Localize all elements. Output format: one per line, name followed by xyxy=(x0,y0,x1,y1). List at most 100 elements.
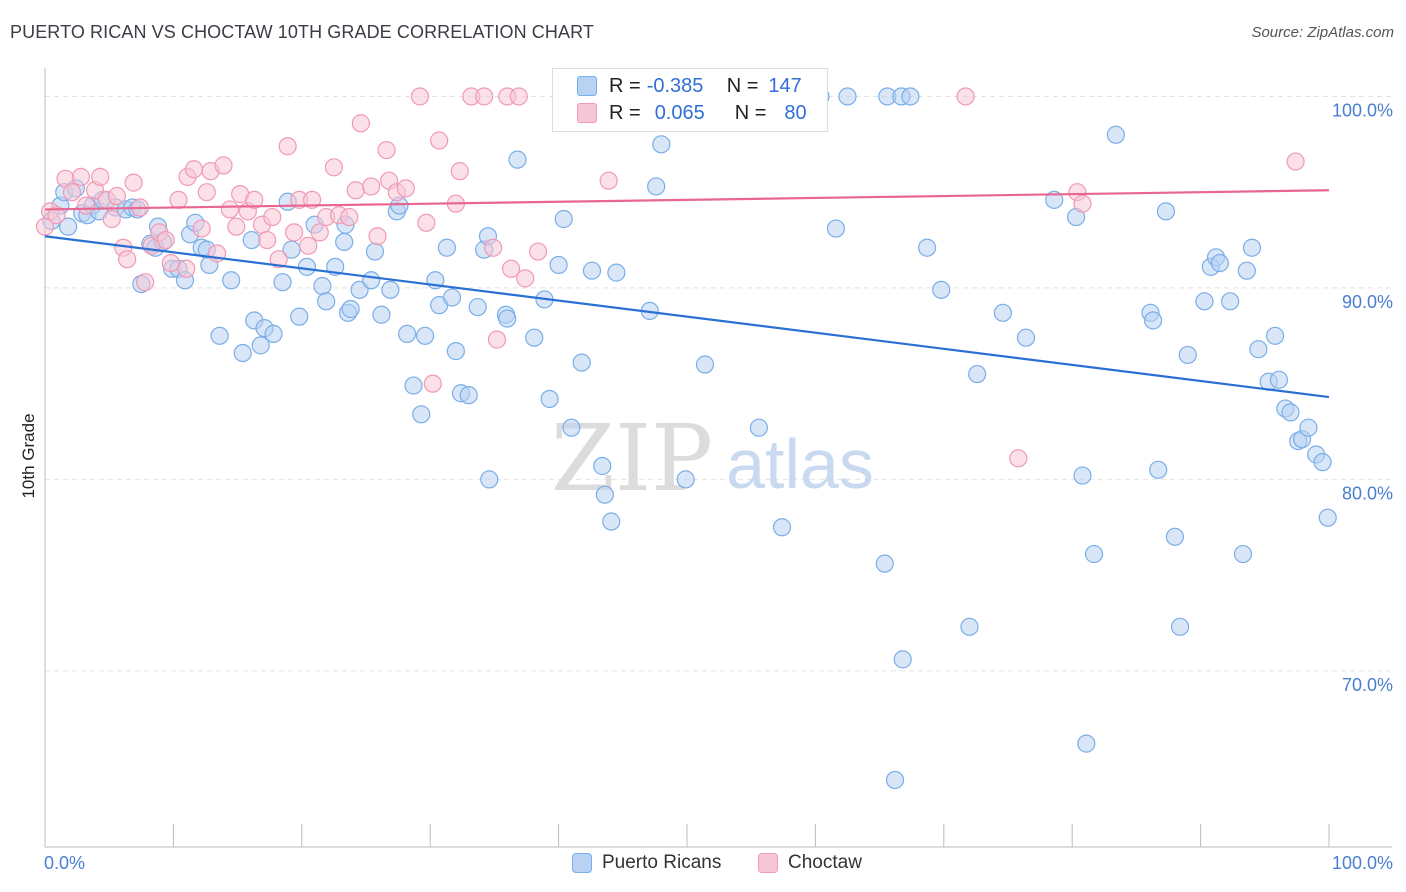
y-axis-label: 10th Grade xyxy=(19,413,38,498)
puerto-rican-point xyxy=(1265,326,1285,345)
puerto-rican-point xyxy=(1299,418,1318,437)
legend-n-value-puerto-ricans: 147 xyxy=(768,74,802,97)
puerto-rican-point xyxy=(335,232,354,252)
puerto-rican-point xyxy=(549,255,568,275)
trend-lines xyxy=(44,189,1330,399)
puerto-rican-point xyxy=(1210,253,1229,273)
puerto-rican-point xyxy=(932,280,951,299)
puerto-rican-point xyxy=(210,326,229,345)
puerto-rican-point xyxy=(437,238,456,257)
choctaw-point xyxy=(118,250,137,269)
choctaw-point xyxy=(156,230,175,250)
legend-r-label: R = xyxy=(609,101,641,124)
puerto-rican-point xyxy=(1313,453,1332,472)
legend-swatch-choctaw xyxy=(577,103,597,123)
choctaw-point xyxy=(346,181,365,200)
puerto-rican-point xyxy=(446,342,465,361)
puerto-rican-point xyxy=(582,261,602,280)
puerto-rican-point xyxy=(1077,734,1096,753)
puerto-rican-point xyxy=(1156,202,1176,221)
choctaw-point xyxy=(91,167,110,186)
puerto-rican-point xyxy=(749,418,769,437)
puerto-rican-point xyxy=(251,336,270,355)
puerto-rican-point xyxy=(875,554,894,573)
puerto-rican-point xyxy=(1084,544,1104,564)
choctaw-point xyxy=(102,209,121,229)
puerto-rican-point xyxy=(540,389,559,409)
choctaw-point xyxy=(47,206,66,225)
puerto-rican-point xyxy=(1045,190,1064,209)
trend-line-choctaw xyxy=(44,189,1330,211)
choctaw-point xyxy=(377,140,396,160)
x-tick-label: 100.0% xyxy=(1332,853,1393,873)
puerto-rican-point xyxy=(1143,311,1163,330)
puerto-rican-point xyxy=(572,353,591,372)
legend-n-value-choctaw: 80 xyxy=(784,101,807,124)
choctaw-point xyxy=(284,223,304,242)
puerto-rican-point xyxy=(264,324,283,343)
y-tick-label: 80.0% xyxy=(1342,483,1393,503)
choctaw-point xyxy=(1073,194,1092,213)
choctaw-point xyxy=(245,190,264,209)
puerto-rican-point xyxy=(381,280,400,299)
puerto-rican-point xyxy=(602,512,621,531)
puerto-rican-point xyxy=(317,292,336,311)
puerto-rican-point xyxy=(442,288,462,307)
y-tick-label: 70.0% xyxy=(1342,675,1393,695)
puerto-rican-point xyxy=(415,326,435,345)
choctaw-point xyxy=(396,179,415,198)
puerto-rican-point xyxy=(1016,328,1036,347)
choctaw-point xyxy=(310,223,329,242)
choctaw-point xyxy=(1009,449,1028,468)
choctaw-point xyxy=(368,227,387,246)
puerto-rican-point xyxy=(480,470,499,489)
bottom-legend-puerto-ricans: Puerto Ricans xyxy=(572,852,721,874)
choctaw-point xyxy=(299,236,318,255)
choctaw-point xyxy=(263,207,282,227)
x-tick-label: 0.0% xyxy=(44,853,85,873)
puerto-rican-point xyxy=(838,87,857,106)
choctaw-point xyxy=(423,374,442,393)
puerto-rican-point xyxy=(968,364,987,384)
legend-r-value-puerto-ricans: -0.385 xyxy=(646,74,704,97)
puerto-rican-point xyxy=(1281,403,1300,422)
choctaw-point xyxy=(220,200,239,219)
puerto-rican-point xyxy=(554,209,573,229)
puerto-rican-point xyxy=(993,303,1012,322)
choctaw-point xyxy=(324,158,343,177)
choctaw-point xyxy=(71,167,91,186)
axes xyxy=(44,68,1392,848)
choctaw-point xyxy=(192,219,211,238)
puerto-rican-point xyxy=(362,271,381,290)
series-choctaw xyxy=(35,87,1305,468)
puerto-rican-point xyxy=(1318,508,1337,527)
gridlines xyxy=(45,95,1392,672)
puerto-rican-point xyxy=(1170,617,1190,636)
puerto-rican-point xyxy=(412,405,431,424)
choctaw-point xyxy=(487,330,507,349)
choctaw-point xyxy=(956,87,975,106)
puerto-rican-point xyxy=(652,135,671,154)
choctaw-point xyxy=(62,183,82,202)
puerto-rican-point xyxy=(1233,544,1253,564)
bottom-legend-swatch-choctaw xyxy=(758,853,778,873)
puerto-rican-point xyxy=(593,456,612,476)
puerto-rican-point xyxy=(498,309,517,328)
puerto-rican-point xyxy=(525,328,544,347)
puerto-rican-point xyxy=(1149,460,1168,479)
choctaw-point xyxy=(475,87,494,106)
puerto-rican-point xyxy=(562,418,581,437)
bottom-legend-label-choctaw: Choctaw xyxy=(788,852,862,873)
choctaw-point xyxy=(76,196,96,215)
legend-row-choctaw: R = 0.065 N = 80 xyxy=(577,101,807,125)
puerto-rican-point xyxy=(885,770,905,790)
source-label: Source: ZipAtlas.com xyxy=(1251,24,1394,41)
puerto-rican-point xyxy=(459,386,478,405)
choctaw-point xyxy=(227,217,246,236)
chart-title: PUERTO RICAN VS CHOCTAW 10TH GRADE CORRE… xyxy=(10,22,594,42)
choctaw-point xyxy=(599,171,618,190)
choctaw-point xyxy=(501,259,521,278)
puerto-rican-point xyxy=(1165,527,1185,546)
choctaw-point xyxy=(1286,152,1305,171)
